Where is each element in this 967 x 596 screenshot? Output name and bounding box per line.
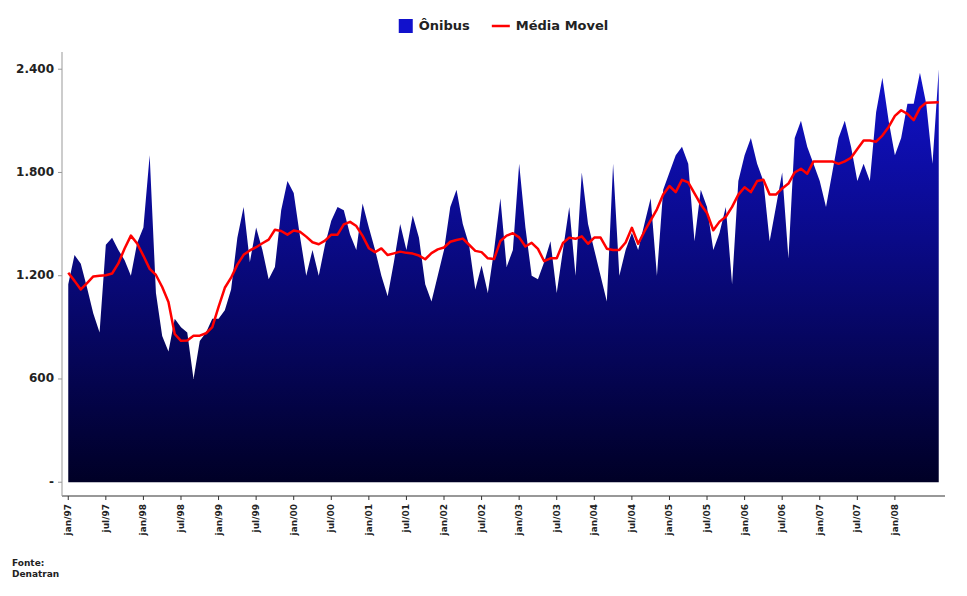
x-tick [594, 496, 595, 500]
area-series [68, 69, 938, 482]
chart: - 600 1.200 1.800 2.400 jan/97 jul/97 jan/98 jul… [0, 0, 967, 596]
y-tick-label: 600 [29, 371, 54, 385]
x-tick [218, 496, 219, 500]
x-tick-label: jul/07 [852, 504, 862, 533]
x-tick-label: jul/03 [552, 504, 562, 533]
y-tick [58, 482, 62, 483]
x-tick [519, 496, 520, 500]
x-tick [293, 496, 294, 500]
x-tick [894, 496, 895, 500]
x-tick-label: jan/04 [589, 504, 599, 536]
x-tick [669, 496, 670, 500]
source-note: Fonte:Denatran [12, 558, 59, 579]
x-tick-label: jan/01 [364, 504, 374, 536]
x-tick-label: jan/06 [740, 504, 750, 536]
x-tick [481, 496, 482, 500]
x-tick-label: jul/97 [101, 504, 111, 533]
x-tick-label: jan/08 [890, 504, 900, 536]
x-tick-label: jul/02 [477, 504, 487, 533]
x-tick [444, 496, 445, 500]
y-tick [58, 172, 62, 173]
legend: Ônibus Média Movel [399, 18, 609, 34]
y-tick [58, 275, 62, 276]
source-note-line: Denatran [12, 569, 59, 579]
x-tick-label: jan/05 [664, 504, 674, 536]
x-tick-label: jan/00 [289, 504, 299, 536]
y-tick [58, 378, 62, 379]
x-tick [631, 496, 632, 500]
x-tick-label: jul/05 [702, 504, 712, 533]
x-tick [331, 496, 332, 500]
y-tick [58, 69, 62, 70]
source-note-line: Fonte: [12, 558, 44, 568]
x-tick [143, 496, 144, 500]
y-tick-label: 2.400 [16, 62, 54, 76]
x-tick [105, 496, 106, 500]
x-tick-label: jan/07 [815, 504, 825, 536]
x-tick [857, 496, 858, 500]
legend-swatch [492, 25, 510, 28]
legend-label: Média Movel [516, 18, 608, 33]
legend-item: Ônibus [399, 18, 470, 34]
x-tick-label: jan/97 [63, 504, 73, 536]
x-tick [782, 496, 783, 500]
x-tick-label: jul/06 [777, 504, 787, 533]
x-tick-label: jan/02 [439, 504, 449, 536]
x-tick-label: jan/03 [514, 504, 524, 536]
x-tick [368, 496, 369, 500]
x-tick [556, 496, 557, 500]
plot-area [68, 69, 938, 482]
x-tick [68, 496, 69, 500]
legend-swatch [399, 19, 413, 33]
y-tick-label: 1.800 [16, 165, 54, 179]
x-tick [744, 496, 745, 500]
x-tick-label: jul/01 [401, 504, 411, 533]
x-tick [180, 496, 181, 500]
y-tick-label: 1.200 [16, 268, 54, 282]
x-tick-label: jan/98 [138, 504, 148, 536]
x-tick-label: jan/99 [214, 504, 224, 536]
y-tick-label: - [49, 475, 54, 489]
x-tick [406, 496, 407, 500]
moving-average-line [68, 102, 938, 341]
x-tick-label: jul/98 [176, 504, 186, 533]
legend-item: Média Movel [492, 18, 608, 33]
x-tick [819, 496, 820, 500]
x-tick-label: jul/04 [627, 504, 637, 533]
x-axis-line [62, 495, 945, 496]
x-tick [256, 496, 257, 500]
x-tick [707, 496, 708, 500]
y-axis-line [62, 52, 63, 496]
x-tick-label: jul/99 [251, 504, 261, 533]
legend-label: Ônibus [419, 18, 470, 33]
x-tick-label: jul/00 [326, 504, 336, 533]
